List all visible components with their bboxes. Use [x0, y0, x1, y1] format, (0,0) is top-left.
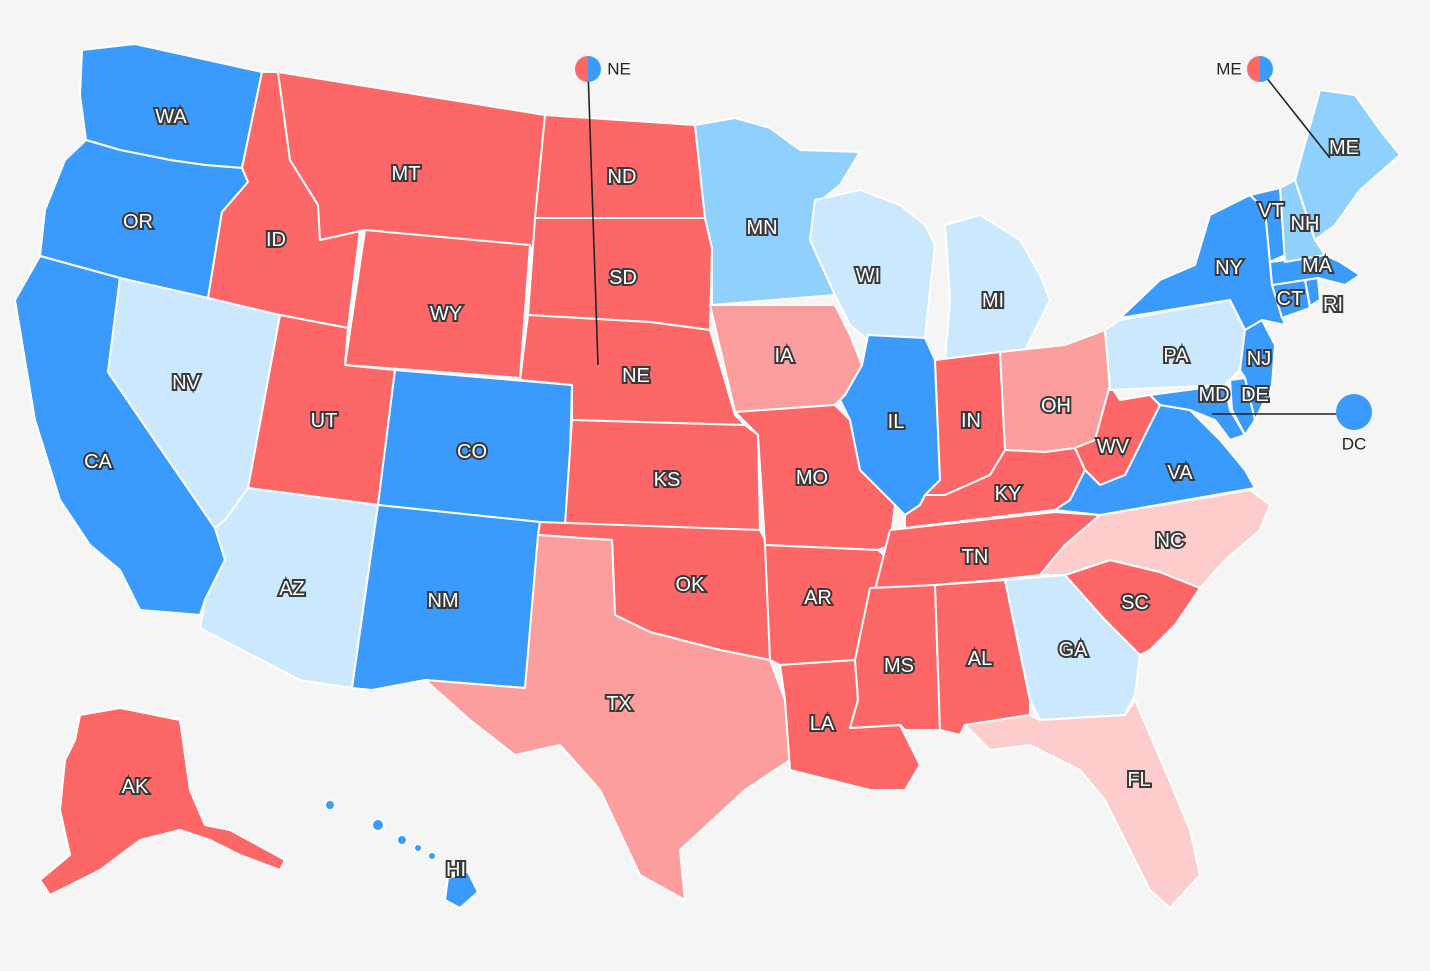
state-nm[interactable] [351, 504, 541, 691]
state-nh[interactable] [1279, 179, 1326, 263]
ne-district-marker[interactable]: NE [575, 56, 631, 82]
ne-district-label: NE [607, 60, 631, 79]
state-ia[interactable] [709, 304, 863, 413]
state-sd[interactable] [527, 217, 713, 331]
ne-leader-line [587, 69, 599, 366]
state-de[interactable] [1229, 377, 1256, 436]
me-district-marker[interactable]: ME [1216, 56, 1273, 82]
state-hi[interactable] [324, 799, 479, 909]
state-nc[interactable] [1039, 489, 1271, 589]
state-fl[interactable] [964, 699, 1201, 909]
state-mo[interactable] [734, 404, 896, 551]
state-tx[interactable] [424, 534, 791, 901]
state-ak[interactable] [39, 707, 286, 896]
state-vt[interactable] [1249, 187, 1286, 263]
state-co[interactable] [377, 369, 573, 526]
dc-label: DC [1342, 435, 1367, 454]
state-md[interactable] [1149, 384, 1246, 441]
states-layer [14, 43, 1401, 909]
dc-circle[interactable] [1336, 394, 1372, 430]
state-wi[interactable] [809, 189, 936, 341]
state-ks[interactable] [564, 419, 761, 531]
me-district-label: ME [1216, 60, 1242, 79]
dc-marker[interactable]: DC [1336, 394, 1372, 454]
state-nj[interactable] [1239, 319, 1276, 421]
me-leader-line [1261, 71, 1331, 159]
state-me[interactable] [1294, 89, 1401, 241]
state-wy[interactable] [344, 229, 531, 379]
state-nd[interactable] [534, 114, 706, 219]
state-mi[interactable] [944, 214, 1051, 361]
state-ma[interactable] [1269, 254, 1361, 286]
